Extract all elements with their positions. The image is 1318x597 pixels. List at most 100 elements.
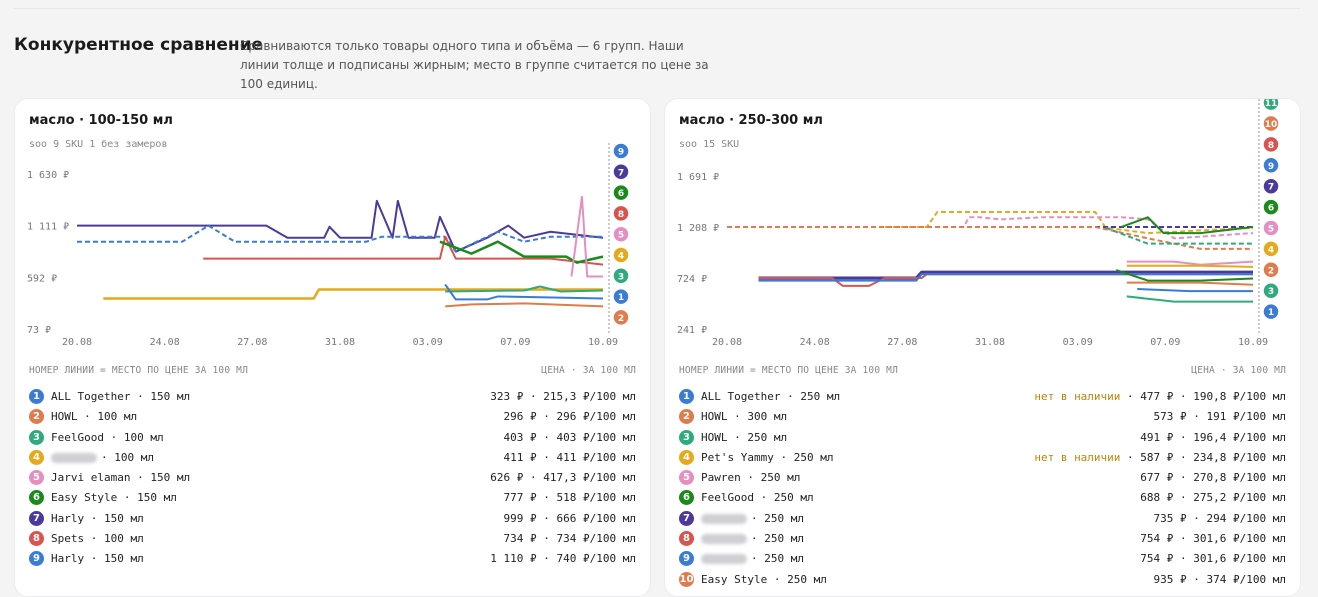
line-number-badge: 9	[29, 551, 44, 567]
x-tick-label: 20.08	[62, 337, 92, 348]
line-label-badge[interactable]	[612, 267, 630, 285]
product-row[interactable]: 8 · 250 мл 754 ₽ · 301,6 ₽/100 мл	[679, 529, 1286, 549]
product-row[interactable]: 3 FeelGood · 100 мл 403 ₽ · 403 ₽/100 мл	[29, 428, 636, 448]
line-label-badge[interactable]	[612, 183, 630, 202]
product-name: HOWL · 300 мл	[701, 410, 787, 423]
series-line-14[interactable]	[1121, 216, 1254, 235]
product-row[interactable]: 7 · 250 мл 735 ₽ · 294 ₽/100 мл	[679, 509, 1286, 529]
series-line-13[interactable]	[911, 216, 1254, 240]
series-line-6[interactable]	[1115, 269, 1254, 282]
series-line-9[interactable]	[77, 224, 603, 253]
product-row[interactable]: 10 Easy Style · 250 мл 935 ₽ · 374 ₽/100 м…	[679, 570, 1286, 590]
line-label-badge[interactable]	[1262, 114, 1280, 133]
line-number-badge: 3	[29, 429, 44, 445]
line-number-badge: 5	[679, 470, 694, 486]
series-line-1[interactable]	[1137, 288, 1253, 293]
product-name: · 100 мл	[51, 451, 154, 464]
line-label-badge[interactable]	[612, 246, 630, 264]
y-tick-label: 1 111 ₽	[27, 222, 69, 233]
product-row[interactable]: 9 · 250 мл 754 ₽ · 301,6 ₽/100 мл	[679, 549, 1286, 569]
product-row[interactable]: 6 FeelGood · 250 мл 688 ₽ · 275,2 ₽/100 мл	[679, 488, 1286, 508]
line-label-badge[interactable]	[1262, 302, 1280, 321]
line-label-badge[interactable]	[1262, 219, 1280, 237]
product-price: 411 ₽ · 411 ₽/100 мл	[504, 451, 636, 464]
series-line-5[interactable]	[1126, 260, 1254, 266]
line-label-badge[interactable]	[1262, 156, 1280, 175]
line-label-number: 3	[1268, 287, 1274, 297]
product-row[interactable]: 4 · 100 мл 411 ₽ · 411 ₽/100 мл	[29, 448, 636, 468]
line-label-badge[interactable]	[1262, 281, 1280, 300]
series-line-9[interactable]	[758, 273, 1253, 282]
series-line-11[interactable]	[1105, 226, 1253, 245]
line-label-badge[interactable]	[1262, 261, 1280, 279]
line-label-number: 3	[618, 272, 624, 282]
line-label-badge[interactable]	[1262, 177, 1280, 195]
line-label-badge[interactable]	[612, 225, 630, 243]
line-label-badge[interactable]	[612, 287, 630, 306]
series-line-4[interactable]	[103, 288, 603, 300]
series-line-2[interactable]	[445, 302, 604, 308]
price-text: 491 ₽ · 196,4 ₽/100 мл	[1140, 430, 1286, 444]
line-label-badge[interactable]	[612, 163, 630, 181]
table-header-right: ЦЕНА · ЗА 100 МЛ	[1191, 365, 1286, 376]
product-row[interactable]: 2 HOWL · 300 мл 573 ₽ · 191 ₽/100 мл	[679, 407, 1286, 427]
x-tick-label: 03.09	[413, 337, 443, 348]
product-row[interactable]: 1 ALL Together · 250 мл нет в наличии · 47…	[679, 387, 1286, 407]
product-name-text: Pawren · 250 мл	[701, 471, 801, 485]
price-chart-250-300[interactable]: 1 691 ₽ 1 208 ₽ 724 ₽ 241 ₽ 20.08 24.08 27.08 3…	[665, 99, 1301, 359]
series-line-7[interactable]	[77, 199, 604, 253]
series-line-12[interactable]	[884, 210, 1254, 235]
product-row[interactable]: 4 Pet's Yammy · 250 мл нет в наличии · 587…	[679, 448, 1286, 468]
product-name-text: · 250 мл	[751, 511, 804, 525]
line-label-number: 7	[1268, 183, 1274, 193]
series-line-3[interactable]	[1126, 295, 1253, 303]
series-line-3[interactable]	[445, 285, 604, 293]
line-label-badge[interactable]	[612, 142, 630, 160]
series-line-1[interactable]	[444, 283, 604, 301]
product-name-text: FeelGood · 100 мл	[51, 430, 164, 444]
line-number-badge: 2	[29, 409, 44, 425]
line-label-badge[interactable]	[1262, 135, 1280, 154]
line-label-badge[interactable]	[1262, 198, 1280, 216]
product-name: Jarvi elaman · 150 мл	[51, 471, 190, 484]
series-line-2[interactable]	[1126, 281, 1254, 286]
line-label-badge[interactable]	[1262, 99, 1280, 112]
series-line-10[interactable]	[727, 225, 1253, 250]
price-text: 403 ₽ · 403 ₽/100 мл	[503, 430, 636, 444]
product-name: FeelGood · 250 мл	[701, 491, 814, 504]
product-row[interactable]: 9 Harly · 150 мл 1 110 ₽ · 740 ₽/100 мл	[29, 549, 636, 569]
line-label-number: 6	[1268, 204, 1274, 214]
product-name-text: HOWL · 300 мл	[701, 410, 788, 424]
line-label-badge[interactable]	[612, 308, 630, 327]
product-name: · 250 мл	[701, 512, 804, 525]
product-row[interactable]: 7 Harly · 150 мл 999 ₽ · 666 ₽/100 мл	[29, 509, 636, 529]
product-name: FeelGood · 100 мл	[51, 431, 164, 444]
series-line-6[interactable]	[439, 240, 604, 264]
table-header-left: НОМЕР ЛИНИИ = МЕСТО ПО ЦЕНЕ ЗА 100 МЛ	[29, 365, 249, 376]
price-chart-100-150[interactable]: 1 630 ₽1 111 ₽592 ₽73 ₽20.08 24.08 27.08 31…	[15, 99, 651, 359]
series-line-5[interactable]	[570, 195, 603, 278]
line-label-badge[interactable]	[1262, 240, 1280, 258]
product-row[interactable]: 5 Pawren · 250 мл 677 ₽ · 270,8 ₽/100 мл	[679, 468, 1286, 488]
product-price: нет в наличии · 587 ₽ · 234,8 ₽/100 мл	[1034, 450, 1286, 464]
product-row[interactable]: 6 Easy Style · 150 мл 777 ₽ · 518 ₽/100 мл	[29, 488, 636, 508]
product-row[interactable]: 1 ALL Together · 150 мл 323 ₽ · 215,3 ₽/10…	[29, 387, 636, 407]
product-row[interactable]: 3 HOWL · 250 мл 491 ₽ · 196,4 ₽/100 мл	[679, 428, 1286, 448]
series-line-4[interactable]	[1126, 264, 1254, 268]
series-line-8[interactable]	[203, 235, 604, 266]
product-row[interactable]: 2 HOWL · 100 мл 296 ₽ · 296 ₽/100 мл	[29, 407, 636, 427]
line-label-badge[interactable]	[612, 204, 630, 223]
product-price: 491 ₽ · 196,4 ₽/100 мл	[1140, 431, 1286, 444]
product-row[interactable]: 5 Jarvi elaman · 150 мл 626 ₽ · 417,3 ₽/10…	[29, 468, 636, 488]
series-line-7[interactable]	[758, 270, 1253, 280]
price-text: 935 ₽ · 374 ₽/100 мл	[1153, 572, 1286, 586]
line-number-badge: 7	[29, 510, 44, 526]
price-text: 1 110 ₽ · 740 ₽/100 мл	[490, 552, 636, 566]
product-row[interactable]: 8 Spets · 100 мл 734 ₽ · 734 ₽/100 мл	[29, 529, 636, 549]
product-price: 573 ₽ · 191 ₽/100 мл	[1154, 410, 1286, 423]
line-label-number: 5	[618, 231, 624, 241]
line-number-badge: 8	[679, 531, 694, 547]
line-label-number: 7	[618, 168, 624, 178]
product-price: 754 ₽ · 301,6 ₽/100 мл	[1140, 532, 1286, 545]
price-text: 296 ₽ · 296 ₽/100 мл	[503, 410, 636, 424]
